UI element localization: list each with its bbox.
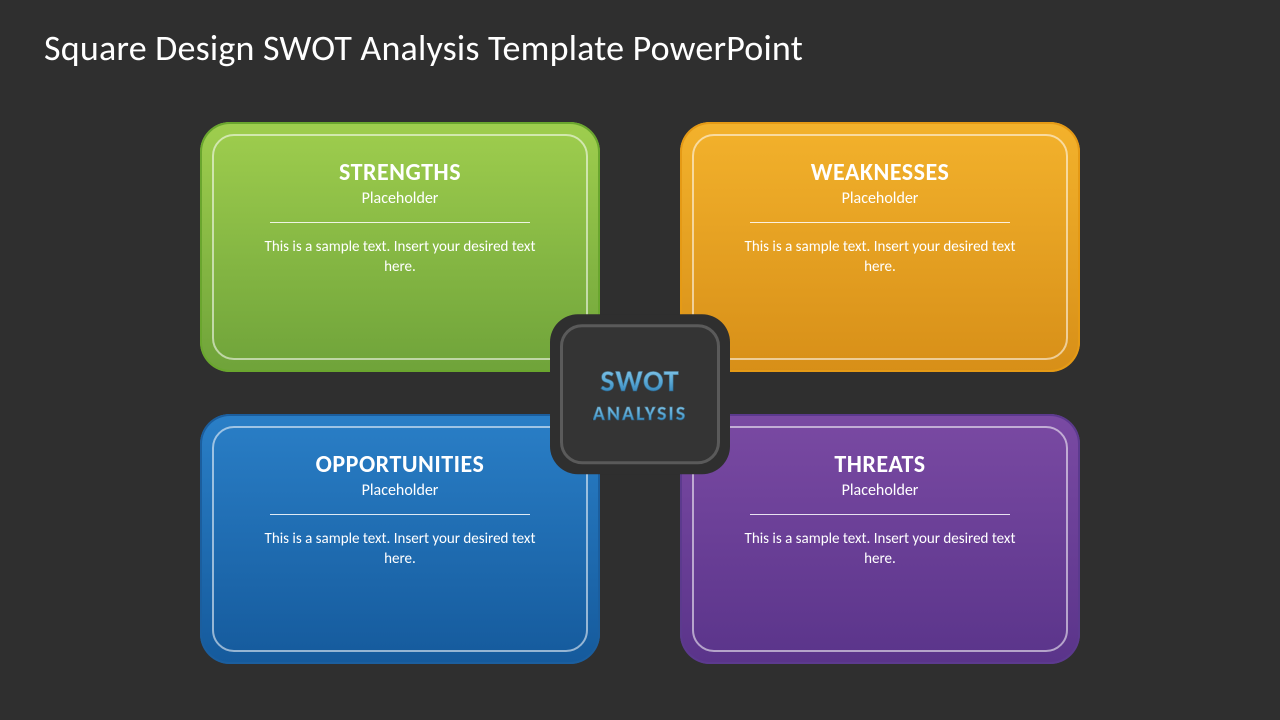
- quadrant-opportunities: OPPORTUNITIES Placeholder This is a samp…: [200, 414, 600, 664]
- center-badge-line1: SWOT: [600, 363, 679, 400]
- quadrant-inner: WEAKNESSES Placeholder This is a sample …: [692, 134, 1068, 360]
- swot-grid: STRENGTHS Placeholder This is a sample t…: [200, 122, 1080, 692]
- center-badge: SWOT ANALYSIS: [550, 314, 730, 474]
- quadrant-title: OPPORTUNITIES: [316, 450, 485, 479]
- quadrant-title: THREATS: [834, 450, 925, 479]
- quadrant-inner: THREATS Placeholder This is a sample tex…: [692, 426, 1068, 652]
- slide-title: Square Design SWOT Analysis Template Pow…: [44, 26, 803, 70]
- quadrant-body: This is a sample text. Insert your desir…: [740, 237, 1020, 278]
- quadrant-subtitle: Placeholder: [362, 481, 439, 500]
- quadrant-threats: THREATS Placeholder This is a sample tex…: [680, 414, 1080, 664]
- quadrant-subtitle: Placeholder: [842, 189, 919, 208]
- quadrant-inner: STRENGTHS Placeholder This is a sample t…: [212, 134, 588, 360]
- quadrant-body: This is a sample text. Insert your desir…: [260, 529, 540, 570]
- divider-rule: [270, 222, 530, 223]
- quadrant-weaknesses: WEAKNESSES Placeholder This is a sample …: [680, 122, 1080, 372]
- divider-rule: [750, 514, 1010, 515]
- quadrant-subtitle: Placeholder: [362, 189, 439, 208]
- quadrant-title: STRENGTHS: [339, 158, 461, 187]
- quadrant-body: This is a sample text. Insert your desir…: [740, 529, 1020, 570]
- quadrant-inner: OPPORTUNITIES Placeholder This is a samp…: [212, 426, 588, 652]
- divider-rule: [750, 222, 1010, 223]
- quadrant-title: WEAKNESSES: [811, 158, 950, 187]
- center-badge-inner: SWOT ANALYSIS: [560, 324, 720, 464]
- divider-rule: [270, 514, 530, 515]
- center-badge-line2: ANALYSIS: [593, 402, 687, 426]
- quadrant-subtitle: Placeholder: [842, 481, 919, 500]
- quadrant-strengths: STRENGTHS Placeholder This is a sample t…: [200, 122, 600, 372]
- quadrant-body: This is a sample text. Insert your desir…: [260, 237, 540, 278]
